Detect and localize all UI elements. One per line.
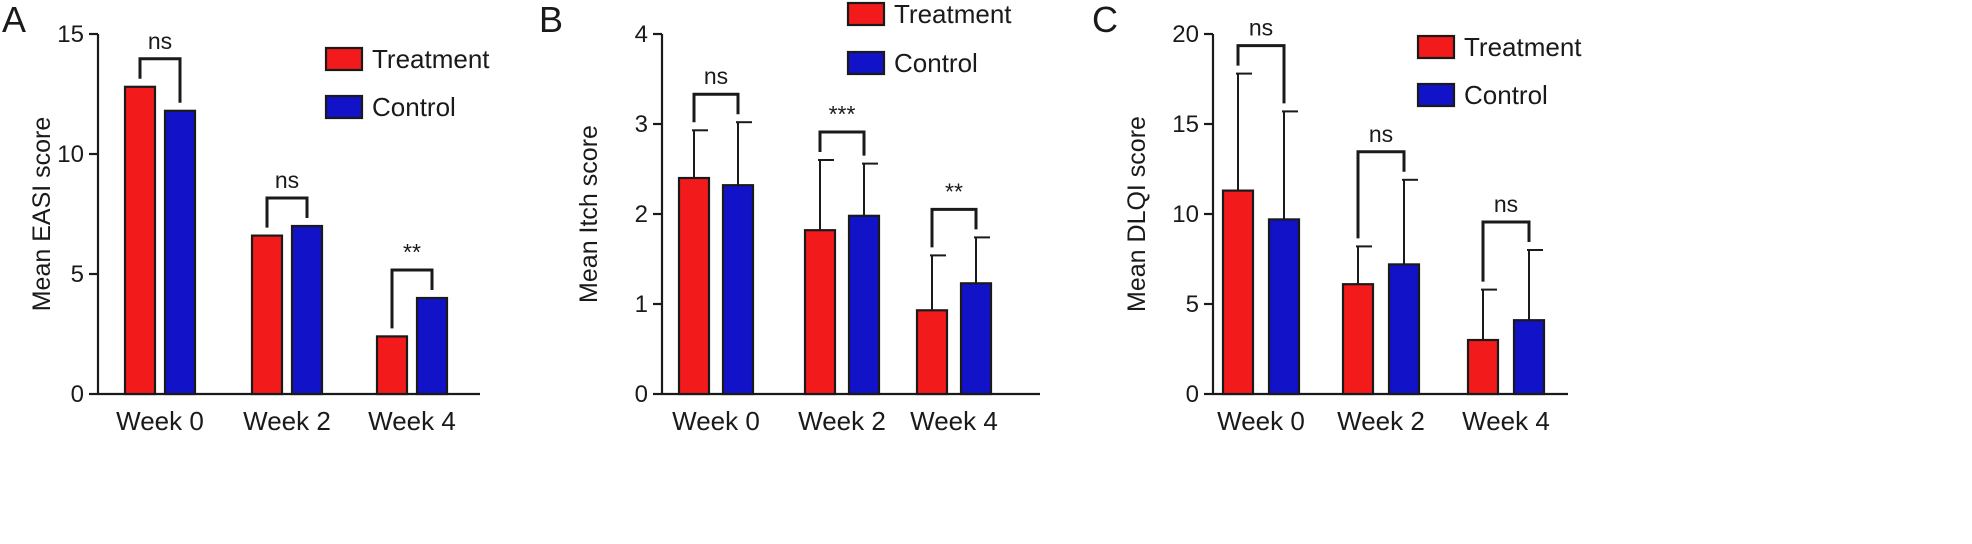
x-tick-label: Week 2 [798, 406, 886, 436]
y-axis-label: Mean DLQI score [1123, 116, 1151, 312]
y-tick-label: 10 [57, 141, 84, 168]
significance-label: ** [403, 239, 421, 265]
bar-control [847, 214, 881, 396]
legend-swatch-treatment [846, 1, 886, 27]
significance-label: ns [148, 28, 172, 54]
legend-label-treatment: Treatment [894, 0, 1012, 29]
bar-treatment [123, 85, 157, 396]
significance-bracket [265, 196, 309, 228]
legend-swatch-control [324, 94, 364, 120]
x-tick-label: Week 2 [1337, 406, 1425, 436]
legend-swatch-control [1416, 82, 1456, 108]
y-tick-label: 3 [635, 111, 648, 138]
significance-bracket [1481, 220, 1531, 282]
significance-label: ns [275, 167, 299, 193]
significance-label: ns [704, 63, 728, 89]
y-tick-label: 15 [1172, 111, 1199, 138]
significance-bracket [138, 57, 182, 103]
legend-label-control: Control [894, 48, 978, 78]
bar-treatment [250, 234, 284, 396]
x-tick-label: Week 4 [368, 406, 456, 436]
y-tick-label: 0 [1186, 381, 1199, 408]
bar-treatment [1341, 283, 1375, 396]
panel-letter: C [1092, 0, 1118, 40]
significance-label: ns [1369, 121, 1393, 147]
bar-control [1267, 218, 1301, 396]
legend-swatch-treatment [1416, 34, 1456, 60]
bar-treatment [915, 309, 949, 396]
bar-treatment [1466, 338, 1500, 396]
y-axis-label: Mean EASI score [28, 117, 56, 312]
bar-treatment [1221, 189, 1255, 396]
significance-label: ** [945, 178, 963, 204]
legend-label-treatment: Treatment [372, 44, 490, 74]
y-tick-label: 15 [57, 21, 84, 48]
y-tick-label: 1 [635, 291, 648, 318]
y-tick-label: 0 [71, 381, 84, 408]
bar-control [959, 282, 993, 396]
y-tick-label: 2 [635, 201, 648, 228]
x-tick-label: Week 4 [910, 406, 998, 436]
y-tick-label: 20 [1172, 21, 1199, 48]
y-tick-label: 5 [1186, 291, 1199, 318]
bar-control [721, 184, 755, 396]
bar-control [1387, 263, 1421, 396]
x-tick-label: Week 4 [1462, 406, 1550, 436]
bar-treatment [677, 176, 711, 396]
legend-label-control: Control [372, 92, 456, 122]
panel-letter: B [539, 0, 563, 40]
y-tick-label: 0 [635, 381, 648, 408]
legend-label-treatment: Treatment [1464, 32, 1582, 62]
bar-control [415, 296, 449, 396]
panel-a: A Mean EASI score 0 5 10 15 Week 0 ns Week 2 ns We… [2, 0, 490, 436]
significance-bracket [818, 130, 866, 156]
x-tick-label: Week 2 [243, 406, 331, 436]
significance-bracket [1236, 44, 1286, 104]
x-tick-label: Week 0 [1217, 406, 1305, 436]
y-axis-label: Mean Itch score [575, 125, 603, 303]
y-tick-label: 4 [635, 21, 648, 48]
legend-swatch-control [846, 50, 886, 76]
significance-label: *** [829, 101, 856, 127]
bar-control [163, 109, 197, 396]
y-tick-label: 10 [1172, 201, 1199, 228]
x-tick-label: Week 0 [672, 406, 760, 436]
legend-swatch-treatment [324, 46, 364, 72]
significance-label: ns [1494, 191, 1518, 217]
panel-letter: A [2, 0, 26, 40]
significance-bracket [390, 268, 434, 329]
x-tick-label: Week 0 [116, 406, 204, 436]
significance-bracket [930, 207, 978, 248]
bar-control [290, 224, 324, 396]
significance-bracket [692, 92, 740, 123]
significance-label: ns [1249, 15, 1273, 41]
y-tick-label: 5 [71, 261, 84, 288]
legend-label-control: Control [1464, 80, 1548, 110]
panel-b: B Mean Itch score 0 1 2 3 4 Week 0 ns Week 2 *** We… [539, 0, 1040, 436]
bar-treatment [375, 335, 409, 396]
bar-treatment [803, 229, 837, 396]
bar-control [1512, 319, 1546, 396]
significance-bracket [1356, 150, 1406, 239]
panel-c: C Mean DLQI score 0 5 10 15 20 Week 0 ns Week 2 ns… [1092, 0, 1582, 436]
